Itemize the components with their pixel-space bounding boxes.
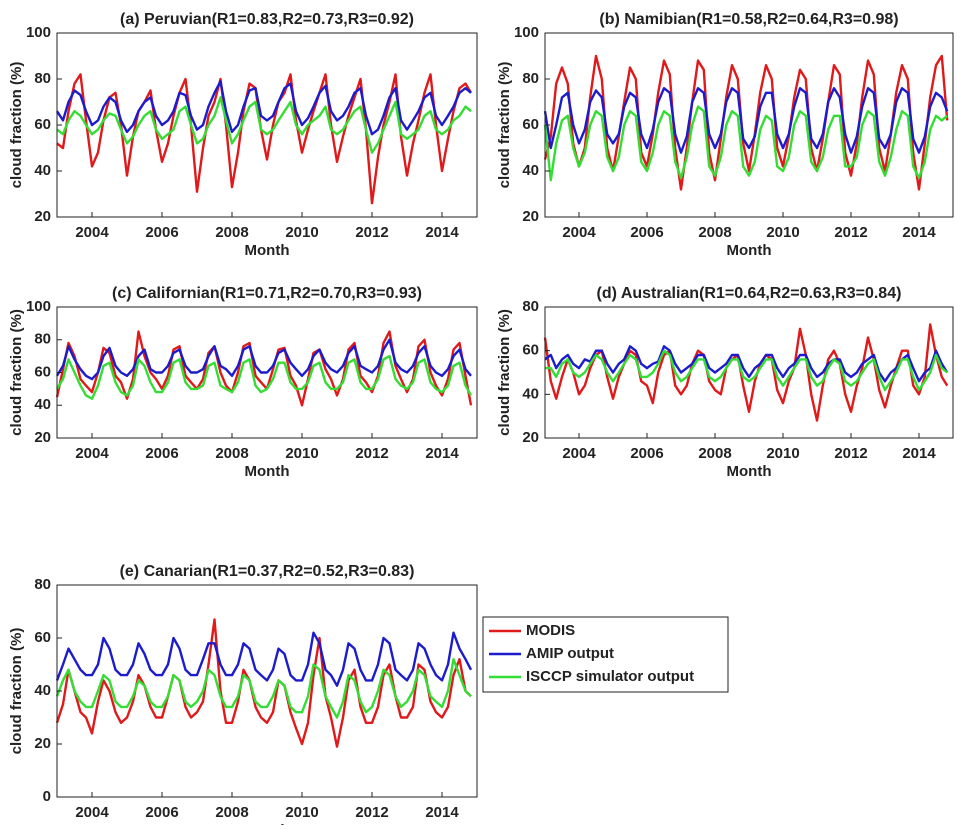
x-axis-label: Month bbox=[727, 242, 772, 259]
x-axis-label: Month bbox=[245, 463, 290, 480]
series-line bbox=[55, 354, 473, 400]
y-tick-label: 100 bbox=[26, 298, 51, 315]
series-line bbox=[545, 349, 948, 392]
x-tick-label: 2014 bbox=[902, 445, 936, 462]
x-tick-label: 2010 bbox=[285, 224, 318, 241]
y-tick-label: 60 bbox=[522, 342, 539, 359]
plot-area bbox=[57, 585, 477, 797]
x-tick-label: 2008 bbox=[215, 445, 248, 462]
x-tick-label: 2010 bbox=[285, 804, 318, 821]
y-tick-label: 0 bbox=[43, 788, 51, 805]
x-tick-label: 2006 bbox=[145, 224, 178, 241]
y-tick-label: 40 bbox=[34, 162, 51, 179]
y-axis-label: cloud fraction (%) bbox=[8, 628, 25, 755]
x-tick-label: 2004 bbox=[75, 445, 109, 462]
y-tick-label: 20 bbox=[34, 208, 51, 225]
y-tick-label: 60 bbox=[34, 116, 51, 133]
x-tick-label: 2014 bbox=[425, 224, 459, 241]
x-tick-label: 2012 bbox=[834, 445, 867, 462]
x-tick-label: 2006 bbox=[630, 445, 663, 462]
y-tick-label: 40 bbox=[34, 396, 51, 413]
x-tick-label: 2008 bbox=[698, 445, 731, 462]
x-tick-label: 2008 bbox=[215, 224, 248, 241]
x-tick-label: 2014 bbox=[425, 445, 459, 462]
chart-title: (c) Californian(R1=0.71,R2=0.70,R3=0.93) bbox=[112, 285, 422, 302]
x-tick-label: 2012 bbox=[355, 804, 388, 821]
x-tick-label: 2006 bbox=[145, 445, 178, 462]
x-tick-label: 2006 bbox=[630, 224, 663, 241]
y-tick-label: 80 bbox=[34, 576, 51, 593]
y-tick-label: 40 bbox=[522, 385, 539, 402]
y-axis-label: cloud fraction (%) bbox=[8, 62, 25, 189]
y-tick-label: 80 bbox=[34, 331, 51, 348]
chart-title: (d) Australian(R1=0.64,R2=0.63,R3=0.84) bbox=[597, 285, 902, 302]
x-tick-label: 2008 bbox=[215, 804, 248, 821]
x-tick-label: 2014 bbox=[425, 804, 459, 821]
y-axis-label: cloud fraction (%) bbox=[8, 309, 25, 436]
x-tick-label: 2014 bbox=[902, 224, 936, 241]
x-tick-label: 2012 bbox=[355, 445, 388, 462]
y-tick-label: 20 bbox=[522, 429, 539, 446]
plot-area bbox=[545, 33, 953, 217]
y-tick-label: 80 bbox=[522, 70, 539, 87]
plot-area bbox=[57, 33, 477, 217]
y-tick-label: 20 bbox=[522, 208, 539, 225]
series-line bbox=[55, 338, 472, 381]
x-tick-label: 2006 bbox=[145, 804, 178, 821]
y-tick-label: 80 bbox=[34, 70, 51, 87]
y-axis-label: cloud fraction (%) bbox=[496, 62, 513, 189]
series-line bbox=[544, 345, 949, 383]
series-line bbox=[55, 80, 472, 136]
series-line bbox=[543, 87, 949, 154]
chart-title: (a) Peruvian(R1=0.83,R2=0.73,R3=0.92) bbox=[120, 11, 414, 28]
y-tick-label: 80 bbox=[522, 298, 539, 315]
series-line bbox=[56, 96, 472, 154]
legend-label: MODIS bbox=[526, 622, 575, 639]
x-tick-label: 2012 bbox=[355, 224, 388, 241]
axes-box bbox=[544, 306, 954, 439]
y-tick-label: 40 bbox=[34, 682, 51, 699]
x-axis-label: Month bbox=[245, 242, 290, 259]
legend-label: AMIP output bbox=[526, 645, 614, 662]
series-line bbox=[55, 658, 472, 719]
y-tick-label: 100 bbox=[514, 24, 539, 41]
series-line bbox=[55, 631, 473, 687]
y-tick-label: 60 bbox=[522, 116, 539, 133]
series-line bbox=[543, 105, 948, 182]
series-line bbox=[56, 73, 473, 205]
x-tick-label: 2010 bbox=[285, 445, 318, 462]
y-tick-label: 60 bbox=[34, 363, 51, 380]
y-tick-label: 40 bbox=[522, 162, 539, 179]
y-tick-label: 100 bbox=[26, 24, 51, 41]
x-tick-label: 2010 bbox=[766, 224, 799, 241]
x-tick-label: 2008 bbox=[698, 224, 731, 241]
legend-box bbox=[482, 616, 729, 693]
chart-title: (e) Canarian(R1=0.37,R2=0.52,R3=0.83) bbox=[120, 563, 415, 580]
x-tick-label: 2004 bbox=[75, 804, 109, 821]
x-tick-label: 2004 bbox=[75, 224, 109, 241]
x-axis-label: Month bbox=[727, 463, 772, 480]
y-tick-label: 20 bbox=[34, 735, 51, 752]
series-line bbox=[543, 323, 949, 422]
legend-label: ISCCP simulator output bbox=[526, 668, 694, 685]
series-line bbox=[55, 618, 472, 748]
x-tick-label: 2012 bbox=[834, 224, 867, 241]
y-tick-label: 60 bbox=[34, 629, 51, 646]
x-tick-label: 2004 bbox=[562, 224, 596, 241]
x-tick-label: 2004 bbox=[562, 445, 596, 462]
y-tick-label: 20 bbox=[34, 429, 51, 446]
y-axis-label: cloud fraction (%) bbox=[496, 309, 513, 436]
x-tick-label: 2010 bbox=[766, 445, 799, 462]
chart-title: (b) Namibian(R1=0.58,R2=0.64,R3=0.98) bbox=[599, 11, 898, 28]
